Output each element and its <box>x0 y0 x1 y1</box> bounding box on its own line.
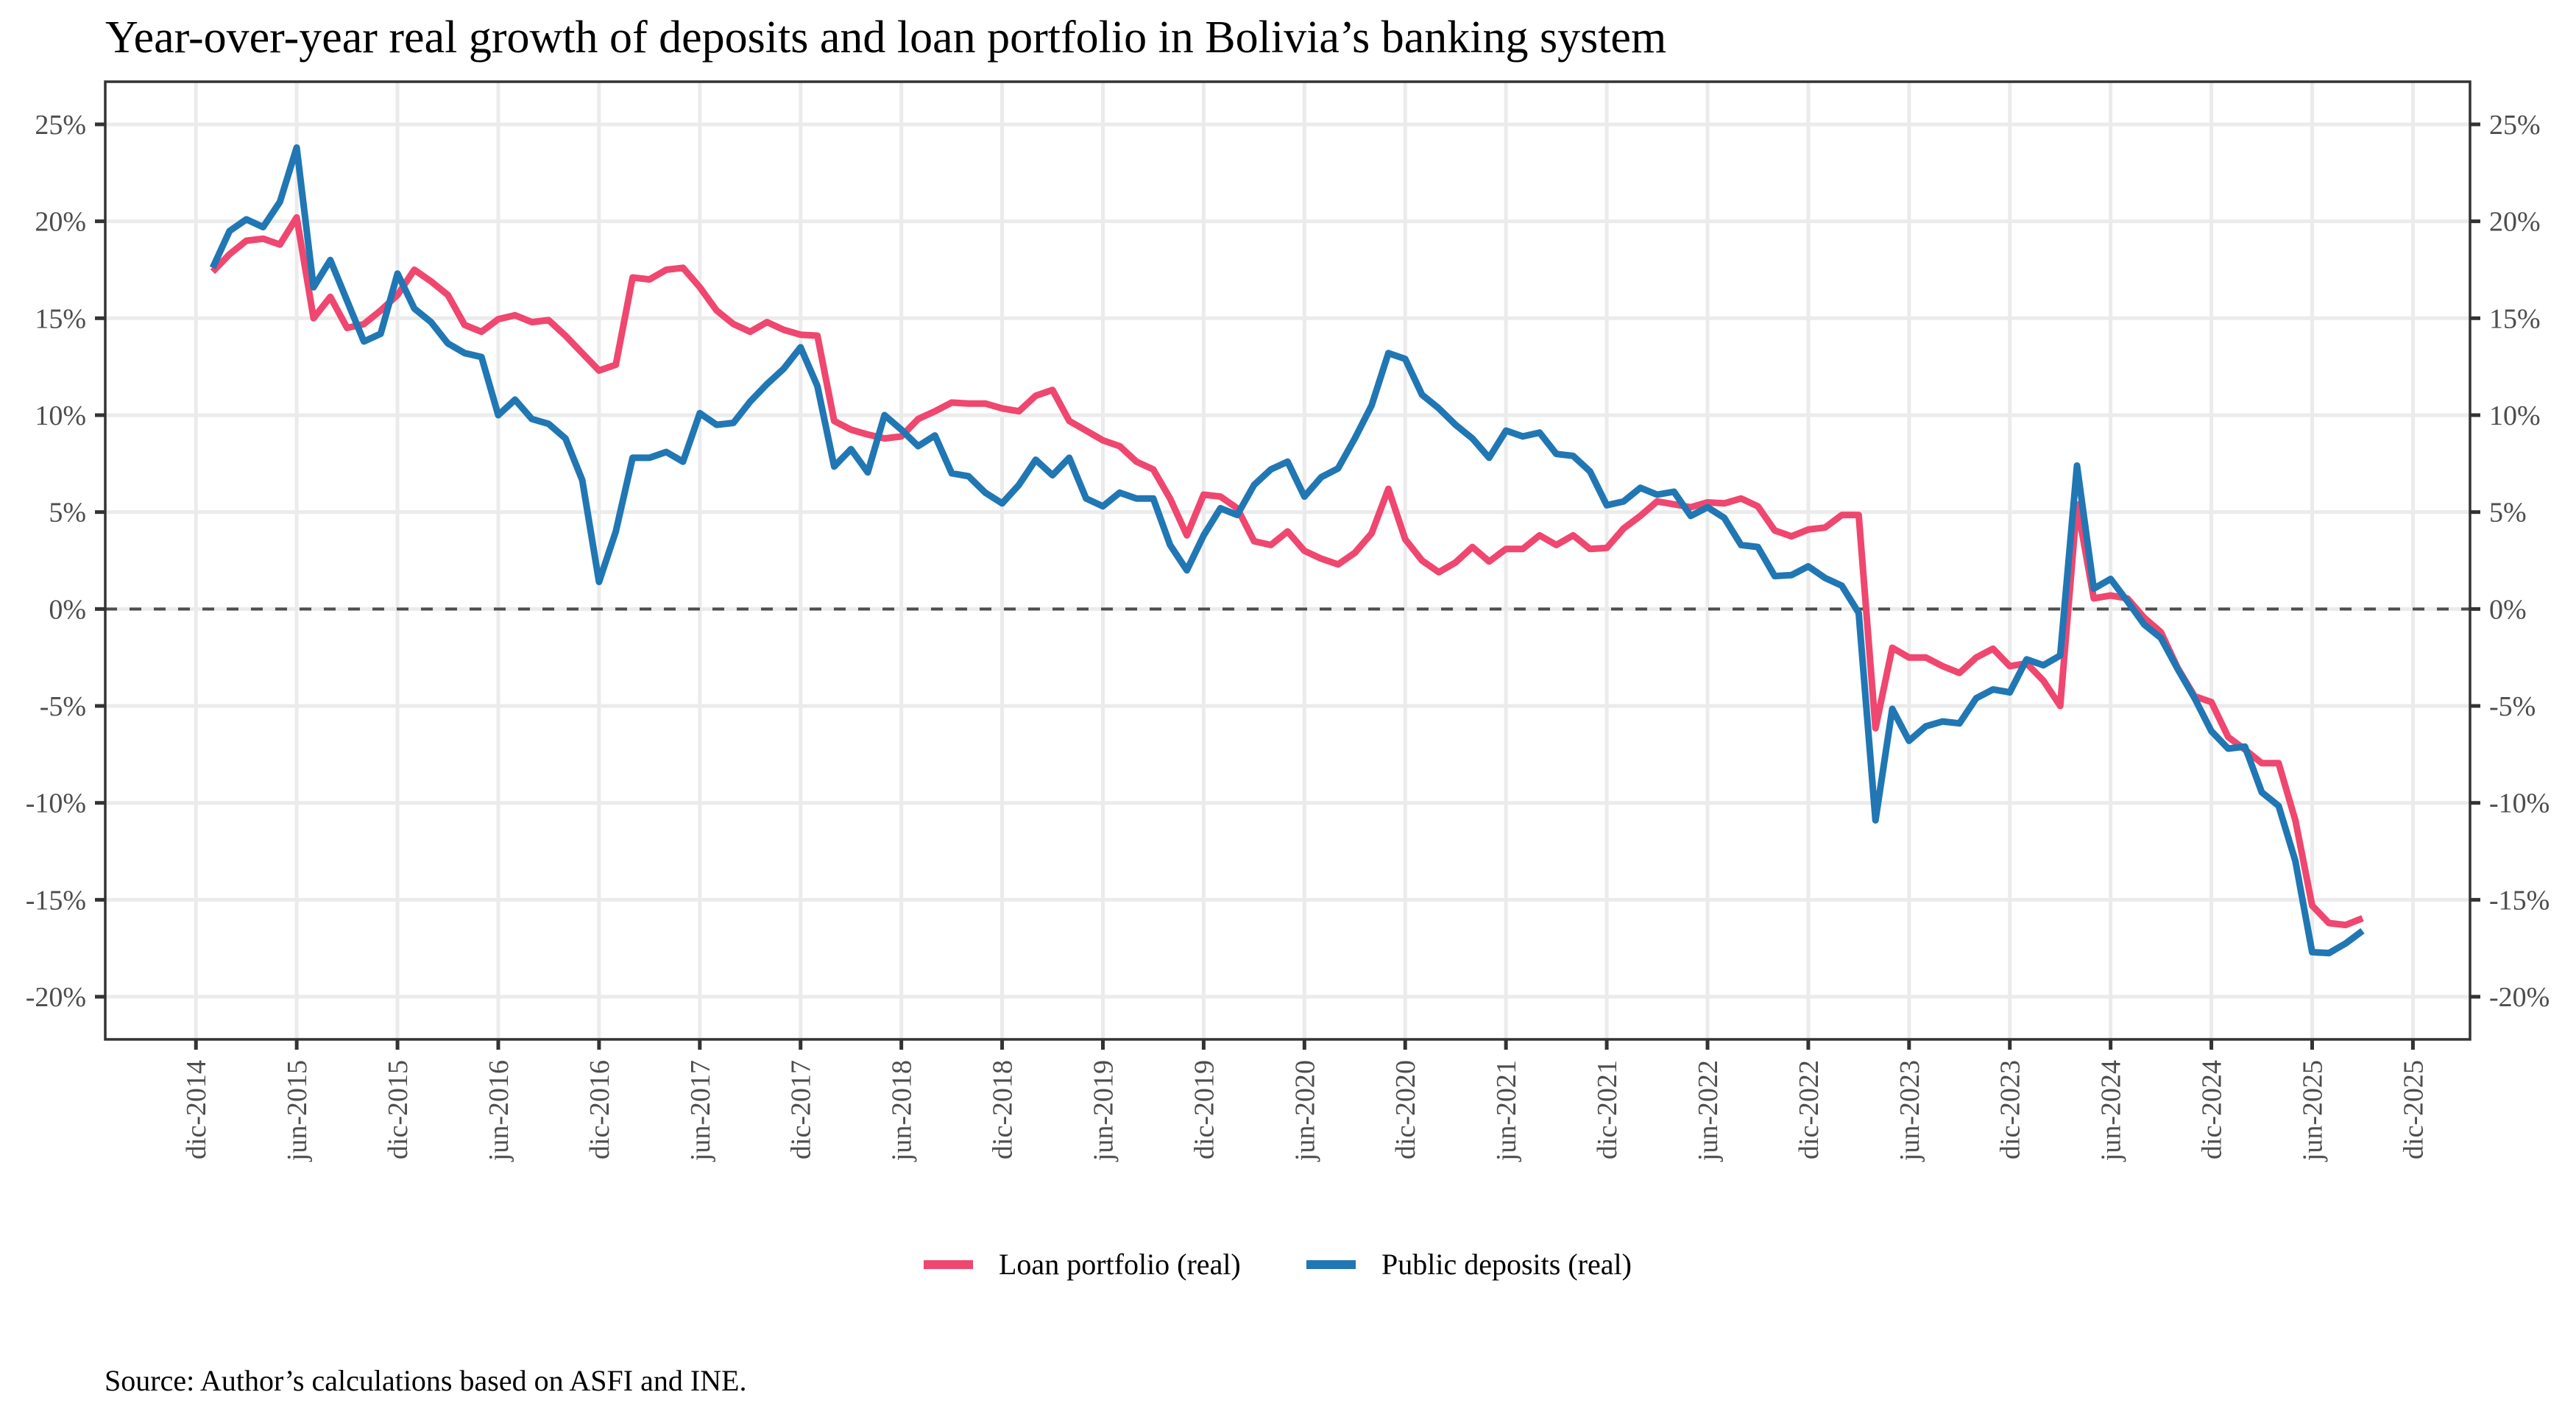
x-tick-label: dic-2024 <box>2197 1060 2228 1159</box>
y-tick-label-right: 10% <box>2489 400 2541 431</box>
x-tick-label: jun-2015 <box>282 1060 313 1162</box>
y-tick-label-left: -20% <box>26 982 86 1013</box>
x-tick-label: dic-2019 <box>1189 1060 1220 1159</box>
y-tick-label-right: 20% <box>2489 207 2541 238</box>
y-tick-label-right: 0% <box>2489 594 2527 625</box>
series-lines <box>209 144 2365 957</box>
x-tick-label: jun-2019 <box>1088 1060 1119 1162</box>
source-caption: Source: Author’s calculations based on A… <box>105 1364 746 1397</box>
y-tick-label-right: 25% <box>2489 110 2541 141</box>
x-tick-label: dic-2016 <box>584 1060 615 1159</box>
x-gridlines <box>194 82 2415 1039</box>
legend-item-loan-portfolio[interactable]: Loan portfolio (real) <box>924 1248 1241 1281</box>
x-tick-label: dic-2021 <box>1592 1060 1623 1159</box>
x-tick-label: jun-2022 <box>1693 1060 1724 1162</box>
y-tick-label-left: 20% <box>35 207 86 238</box>
x-tick-label: jun-2024 <box>2096 1060 2127 1162</box>
x-tick-label: dic-2022 <box>1794 1060 1825 1159</box>
x-tick-label: dic-2018 <box>988 1060 1019 1159</box>
y-tick-label-left: -10% <box>26 788 86 819</box>
x-tick-label: dic-2017 <box>786 1060 817 1159</box>
y-tick-label-right: -5% <box>2489 691 2536 722</box>
x-tick-label: jun-2017 <box>685 1060 716 1162</box>
y-tick-label-left: 0% <box>49 594 86 625</box>
x-tick-label: jun-2016 <box>484 1060 514 1162</box>
x-tick-label: dic-2023 <box>1995 1060 2026 1159</box>
y-tick-label-left: 10% <box>35 400 86 431</box>
series-line-public-deposits-real <box>209 144 2365 957</box>
y-tick-label-right: -10% <box>2489 788 2550 819</box>
y-axis-left: -20% -15% -10% -5% 0% 5% 10% 15% 20% 25% <box>26 110 105 1013</box>
legend-label-loan-portfolio: Loan portfolio (real) <box>999 1248 1241 1281</box>
y-tick-label-right: 5% <box>2489 498 2527 529</box>
series-line-loan-portfolio-real <box>210 213 2364 929</box>
y-tick-label-left: 5% <box>49 498 86 529</box>
y-tick-label-right: -15% <box>2489 885 2550 916</box>
chart-title: Year-over-year real growth of deposits a… <box>105 13 1666 63</box>
y-tick-label-left: -15% <box>26 885 86 916</box>
y-axis-right: -20% -15% -10% -5% 0% 5% 10% 15% 20% 25% <box>2470 110 2550 1013</box>
x-tick-label: jun-2021 <box>1491 1060 1522 1162</box>
legend: Loan portfolio (real) Public deposits (r… <box>924 1248 1632 1281</box>
y-tick-label-left: 25% <box>35 110 86 141</box>
x-tick-label: dic-2025 <box>2398 1060 2429 1159</box>
x-tick-label: dic-2014 <box>181 1060 212 1159</box>
x-tick-label: jun-2018 <box>887 1060 918 1162</box>
legend-item-public-deposits[interactable]: Public deposits (real) <box>1306 1248 1632 1281</box>
x-tick-label: jun-2023 <box>1894 1060 1925 1162</box>
y-tick-label-right: 15% <box>2489 303 2541 334</box>
y-tick-label-right: -20% <box>2489 982 2550 1013</box>
x-axis: dic-2014 jun-2015 dic-2015 jun-2016 dic-2016… <box>181 1039 2429 1162</box>
x-tick-label: dic-2015 <box>383 1060 414 1159</box>
plot-panel-border <box>104 80 2471 1041</box>
y-tick-label-left: -5% <box>40 691 86 722</box>
x-tick-label: jun-2025 <box>2297 1060 2328 1162</box>
legend-label-public-deposits: Public deposits (real) <box>1381 1248 1632 1281</box>
x-tick-label: dic-2020 <box>1390 1060 1421 1159</box>
y-tick-label-left: 15% <box>35 303 86 334</box>
x-tick-label: jun-2020 <box>1289 1060 1320 1162</box>
